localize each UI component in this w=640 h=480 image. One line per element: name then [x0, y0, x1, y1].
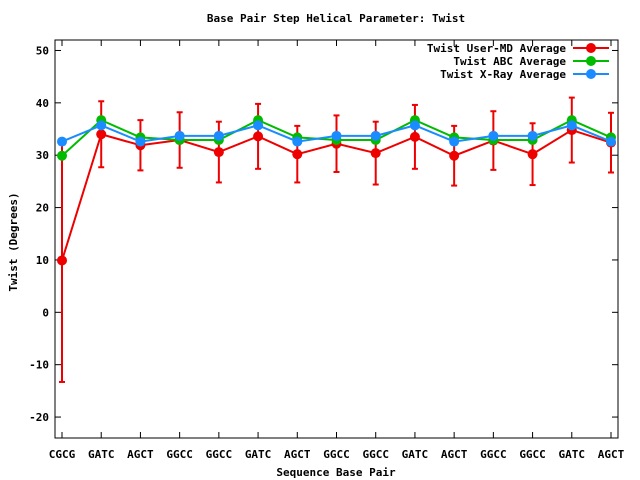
y-axis-label: Twist (Degrees): [7, 192, 20, 291]
y-tick-label: 20: [36, 202, 49, 215]
legend-marker: [586, 56, 596, 66]
data-point: [57, 150, 67, 161]
y-tick-label: -20: [29, 411, 49, 424]
data-point: [213, 147, 224, 158]
data-point: [566, 120, 577, 131]
x-axis-label: Sequence Base Pair: [276, 466, 396, 479]
x-tick-label: GGCC: [519, 448, 546, 461]
data-point: [96, 120, 107, 131]
y-tick-label: 0: [42, 306, 49, 319]
x-tick-label: AGCT: [441, 448, 468, 461]
chart-title: Base Pair Step Helical Parameter: Twist: [207, 12, 465, 25]
x-tick-label: GGCC: [323, 448, 350, 461]
data-point: [96, 129, 107, 140]
legend-label: Twist X-Ray Average: [440, 68, 566, 81]
data-point: [527, 130, 538, 141]
x-tick-label: CGCG: [49, 448, 76, 461]
legend-label: Twist ABC Average: [453, 55, 566, 68]
data-point: [409, 131, 420, 142]
data-point: [253, 131, 264, 142]
data-point: [253, 120, 264, 131]
y-tick-label: -10: [29, 359, 49, 372]
x-tick-label: AGCT: [127, 448, 154, 461]
data-point: [370, 130, 381, 141]
x-tick-label: GATC: [559, 448, 586, 461]
legend-marker: [586, 43, 596, 53]
data-point: [213, 130, 224, 141]
x-tick-label: GGCC: [480, 448, 507, 461]
plot-frame: [54, 39, 619, 439]
x-tick-label: GATC: [88, 448, 115, 461]
y-tick-label: 40: [36, 97, 49, 110]
data-point: [174, 130, 185, 141]
y-tick-label: 30: [36, 149, 49, 162]
data-point: [292, 136, 303, 147]
legend-label: Twist User-MD Average: [427, 42, 566, 55]
legend-marker: [586, 69, 596, 79]
data-point: [331, 130, 342, 141]
y-tick-label: 50: [36, 44, 49, 57]
data-point: [135, 136, 146, 147]
data-point: [57, 136, 67, 147]
data-point: [409, 120, 420, 131]
x-tick-label: GGCC: [362, 448, 389, 461]
data-point: [449, 136, 460, 147]
x-tick-label: GATC: [245, 448, 272, 461]
x-tick-label: AGCT: [284, 448, 311, 461]
data-point: [370, 148, 381, 159]
data-point: [57, 255, 67, 266]
x-tick-label: GGCC: [206, 448, 233, 461]
data-point: [449, 150, 460, 161]
x-tick-label: GGCC: [166, 448, 193, 461]
data-point: [292, 149, 303, 160]
data-point: [488, 130, 499, 141]
x-tick-label: AGCT: [598, 448, 625, 461]
series-3: [57, 120, 616, 147]
y-tick-label: 10: [36, 254, 49, 267]
data-point: [527, 149, 538, 160]
data-point: [606, 136, 616, 147]
x-tick-label: GATC: [402, 448, 429, 461]
